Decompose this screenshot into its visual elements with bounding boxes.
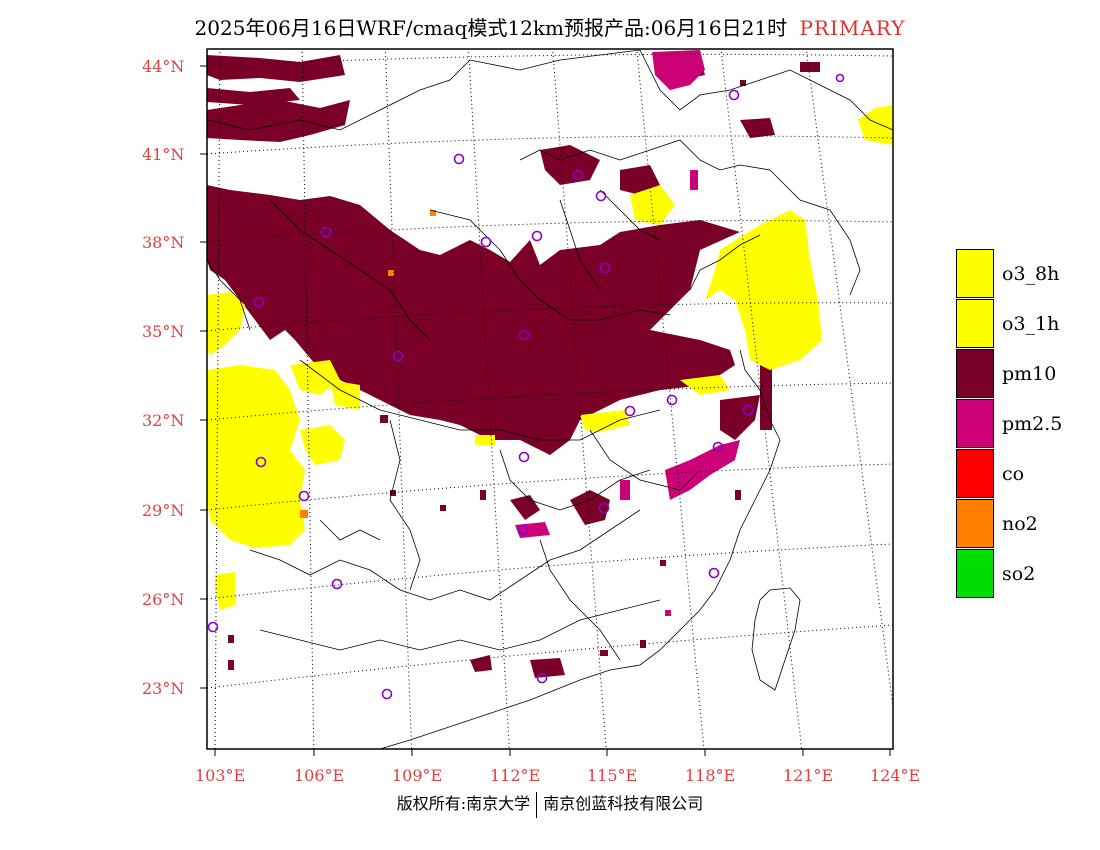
map-title: 2025年06月16日WRF/cmaq模式12km预报产品:06月16日21时 … [0,12,1100,41]
lat-label: 44°N [142,57,184,76]
legend-label: o3_8h [1002,263,1060,285]
lon-label: 118°E [685,766,735,785]
lon-label: 106°E [294,766,344,785]
legend-label: no2 [1002,513,1038,535]
pm10-region [207,55,775,678]
lon-label: 103°E [195,766,245,785]
legend-label: o3_1h [1002,313,1060,335]
legend-label: so2 [1002,563,1036,585]
scatter-pixels [228,62,820,670]
lat-label: 32°N [142,411,184,430]
legend-label: co [1002,463,1025,485]
lat-label: 38°N [142,233,184,252]
pm25-region [515,50,740,538]
lat-label: 26°N [142,590,184,609]
map-title-main: 2025年06月16日WRF/cmaq模式12km预报产品:06月16日21时 [194,16,788,40]
lon-label: 115°E [587,766,637,785]
lon-label: 112°E [490,766,540,785]
lat-label: 23°N [142,679,184,698]
footer-divider [536,791,538,818]
legend-swatch [956,449,994,498]
lat-label: 35°N [142,322,184,341]
lon-label: 124°E [870,766,920,785]
legend-label: pm2.5 [1002,413,1063,435]
o3-region [207,105,893,610]
axis-ticks [200,65,891,756]
boundaries [207,49,893,749]
copyright-left: 版权所有:南京大学 [396,794,531,813]
lon-label: 109°E [392,766,442,785]
lat-label: 29°N [142,501,184,520]
legend-swatch [956,499,994,548]
lon-label: 121°E [783,766,833,785]
latitude-labels: 44°N 41°N 38°N 35°N 32°N 29°N 26°N 23°N [142,57,184,698]
legend-label: pm10 [1002,363,1057,385]
map-title-tag: PRIMARY [799,16,906,40]
longitude-labels: 103°E 106°E 109°E 112°E 115°E 118°E 121°… [195,766,920,785]
station-markers [207,73,845,700]
legend-swatch [956,549,994,598]
lat-label: 41°N [142,145,184,164]
map-frame [206,48,894,750]
copyright-right: 南京创蓝科技有限公司 [543,794,704,813]
copyright-footer: 版权所有:南京大学 南京创蓝科技有限公司 [0,790,1100,818]
legend-swatch [956,249,994,298]
legend-swatch [956,349,994,398]
pollutant-field [207,49,893,749]
legend-swatch [956,299,994,348]
legend-swatch [956,399,994,448]
